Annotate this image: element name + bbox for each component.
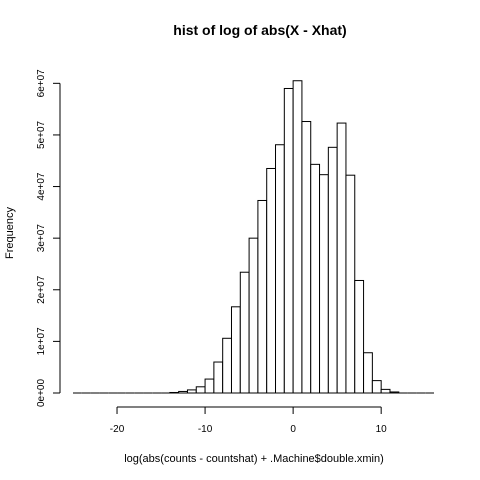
x-tick-label: 10 [376,424,388,435]
histogram-bar [319,174,329,394]
histogram-bar [248,237,259,394]
histogram-bar [380,388,391,394]
x-tick-label: -10 [198,424,213,435]
y-tick-label: 1e+07 [36,327,47,356]
histogram-bar [354,279,365,394]
histogram-bar [169,391,180,394]
histogram-bar [389,391,400,394]
histogram-bar [363,352,373,394]
histogram-bar [239,271,250,394]
x-tick-label: 0 [290,424,296,435]
y-tick-label: 3e+07 [36,224,47,253]
histogram-bars [73,80,434,394]
histogram-bar [178,390,188,394]
histogram-bar [310,163,321,394]
histogram-bar [301,121,312,394]
histogram-bar [371,380,382,394]
y-tick-label: 2e+07 [36,275,47,304]
y-tick-label: 0e+00 [36,379,47,408]
histogram-bar [292,80,303,394]
histogram-bar [230,306,241,394]
x-axis-ticks: -20 -10 0 10 [110,407,387,435]
y-tick-label: 4e+07 [36,172,47,201]
histogram-bar [345,174,356,394]
histogram-bar [336,122,347,394]
histogram-bar [195,386,206,394]
y-tick-label: 5e+07 [36,120,47,149]
y-axis-label: Frequency [4,207,16,259]
histogram-bar [257,199,268,394]
histogram-bar [213,361,224,394]
x-tick-label: -20 [110,424,125,435]
y-axis-ticks: 0e+00 1e+07 2e+07 3e+07 4e+07 5e+07 6e+07 [36,69,60,407]
x-axis-label: log(abs(counts - countshat) + .Machine$d… [124,453,384,465]
y-tick-label: 6e+07 [36,69,47,98]
histogram-bar [275,144,285,394]
histogram-bar [327,146,338,394]
histogram-bar [204,378,215,394]
histogram-bar [283,87,294,394]
histogram-bar [266,167,277,394]
histogram-bar [186,389,197,394]
chart-title: hist of log of abs(X - Xhat) [173,22,346,38]
histogram-bar [222,337,232,394]
